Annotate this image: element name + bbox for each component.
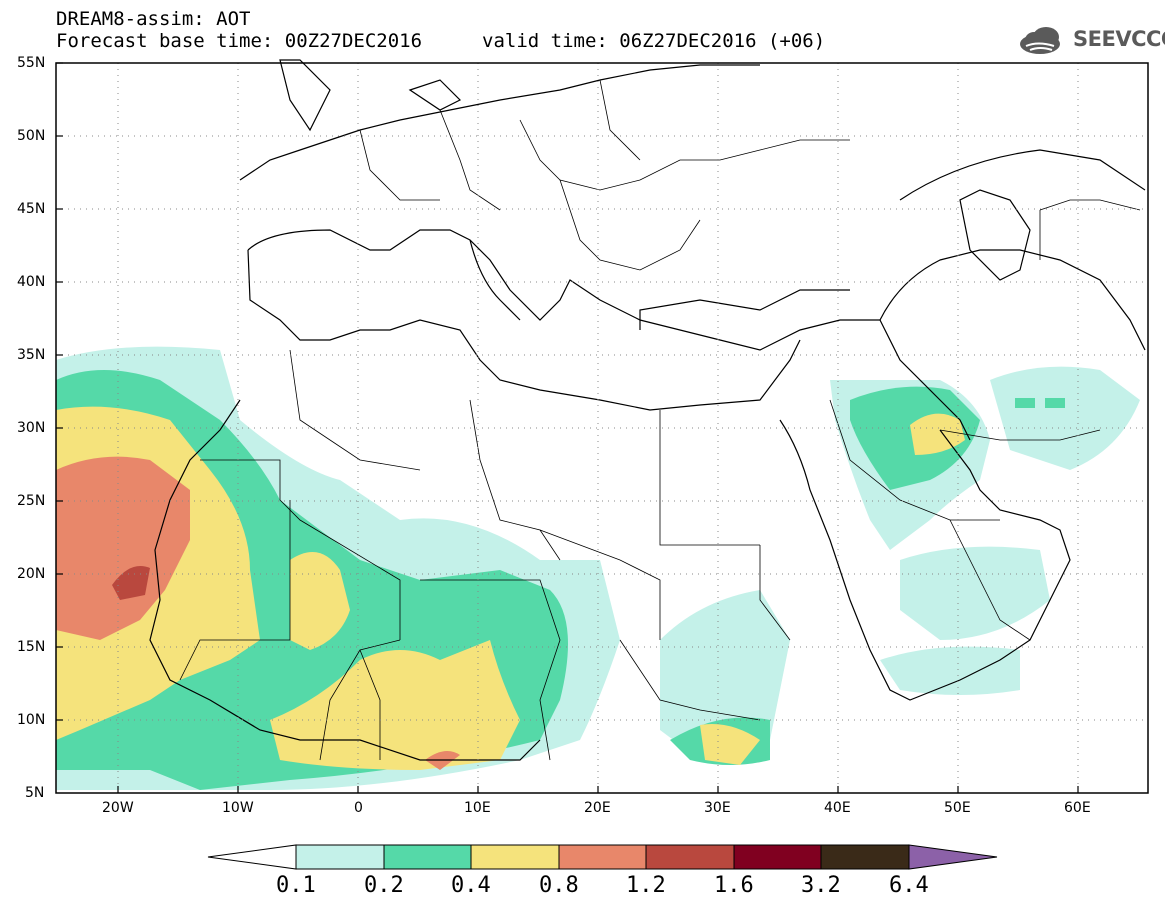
valid-time: valid time: 06Z27DEC2016 (+06) [482,30,826,52]
lon-label-10e: 10E [464,800,491,816]
colorbar-over-arrow [908,844,998,870]
logo-text: SEEVCCC [1073,27,1165,51]
lon-label-20e: 20E [584,800,611,816]
colorbar [207,844,998,870]
lon-label-30e: 30E [704,800,731,816]
country-borders [179,79,1141,761]
cloud-icon [1020,27,1060,54]
lat-label-50n: 50N [17,128,46,144]
lon-label-0: 0 [354,800,363,816]
colorbar-label-1: 0.2 [364,873,404,898]
lat-label-5n: 5N [25,785,45,801]
graticule [56,63,1148,793]
forecast-base-time: Forecast base time: 00Z27DEC2016 [56,30,423,52]
colorbar-under-arrow [207,844,297,870]
colorbar-swatch-6 [820,844,910,870]
lat-label-15n: 15N [17,639,46,655]
colorbar-label-5: 1.6 [714,873,754,898]
colorbar-label-2: 0.4 [451,873,491,898]
colorbar-swatch-5 [733,844,822,870]
lat-label-25n: 25N [17,493,46,509]
colorbar-label-6: 3.2 [801,873,841,898]
colorbar-label-3: 0.8 [539,873,579,898]
lon-label-60e: 60E [1064,800,1091,816]
dust-contours [56,346,1140,790]
colorbar-swatch-0 [295,844,385,870]
lat-label-40n: 40N [17,274,46,290]
lon-label-50e: 50E [944,800,971,816]
axis-ticks [56,62,1079,793]
lon-label-20w: 20W [102,800,134,816]
lat-label-55n: 55N [17,55,46,71]
lat-label-35n: 35N [17,347,46,363]
lat-label-10n: 10N [17,712,46,728]
colorbar-label-0: 0.1 [276,873,316,898]
colorbar-swatch-2 [470,844,560,870]
lon-label-40e: 40E [824,800,851,816]
lat-label-20n: 20N [17,566,46,582]
lat-label-30n: 30N [17,420,46,436]
lon-label-10w: 10W [222,800,254,816]
colorbar-swatch-3 [558,844,647,870]
colorbar-swatch-1 [383,844,472,870]
colorbar-label-4: 1.2 [626,873,666,898]
coastlines [149,59,1146,761]
colorbar-label-7: 6.4 [889,873,929,898]
colorbar-swatch-4 [645,844,735,870]
map-title: DREAM8-assim: AOT [56,8,251,30]
lat-label-45n: 45N [17,201,46,217]
